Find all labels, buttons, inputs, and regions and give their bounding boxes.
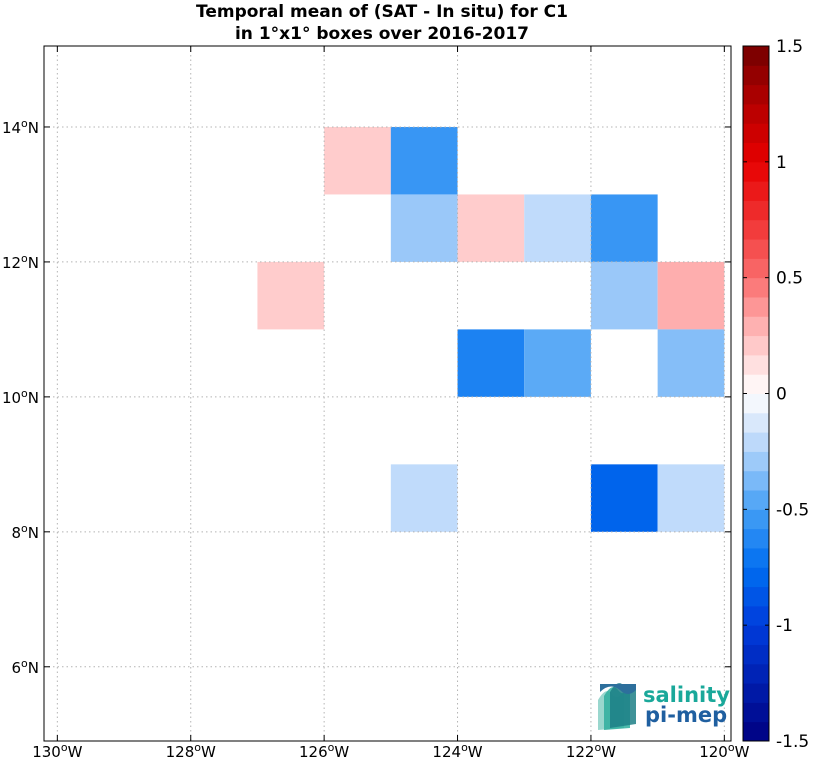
colorbar-band [743, 509, 769, 530]
colorbar-band [743, 239, 769, 259]
colorbar-tick-label: -1 [776, 616, 793, 636]
colorbar-band [743, 46, 769, 66]
x-axis-labels: 130oW 128oW 126oW 124oW 122oW 120oW [32, 741, 749, 761]
colorbar-band [743, 567, 769, 588]
colorbar-bands [743, 46, 769, 742]
colorbar-band [743, 181, 769, 201]
y-axis-labels: 6oN 8oN 10oN 12oN 14oN [2, 117, 39, 677]
heatmap-cell [390, 194, 458, 262]
colorbar-tick-label: -1.5 [776, 732, 809, 752]
x-tick-label: 128oW [166, 741, 216, 761]
colorbar-band [743, 142, 769, 163]
colorbar-band [743, 354, 769, 375]
colorbar-band [743, 219, 769, 240]
heatmap-cell [590, 464, 658, 532]
colorbar-band [743, 490, 769, 510]
colorbar-tick-label: 1.5 [776, 37, 803, 57]
heatmap-cell [590, 194, 658, 262]
heatmap-cell [390, 126, 458, 195]
heatmap-cell [657, 464, 725, 532]
colorbar-band [743, 296, 769, 317]
colorbar-tick-label: 0.5 [776, 269, 803, 289]
colorbar-band [743, 161, 769, 182]
x-tick-label: 122oW [566, 741, 616, 761]
y-tick-label: 6oN [11, 657, 39, 677]
colorbar-ticks: 1.5 1 0.5 0 -0.5 -1 -1.5 [743, 37, 809, 752]
colorbar-band [743, 84, 769, 105]
colorbar-band [743, 470, 769, 491]
colorbar-band [743, 528, 769, 549]
wave-logo-icon [598, 683, 636, 730]
logo-text-salinity: salinity [643, 683, 730, 707]
heatmap-cell [257, 261, 325, 330]
heatmap-cell [324, 126, 391, 195]
colorbar-band [743, 605, 769, 626]
grid-lines [44, 46, 731, 741]
x-tick-label: 126oW [299, 741, 349, 761]
colorbar-band [743, 663, 769, 684]
heatmap-cell [657, 329, 725, 397]
colorbar-band [743, 644, 769, 665]
heatmap-cell [524, 194, 591, 262]
x-tick-label: 130oW [32, 741, 82, 761]
colorbar-tick-label: -0.5 [776, 500, 809, 520]
y-tick-label: 12oN [2, 252, 39, 272]
colorbar-band [743, 412, 769, 433]
colorbar-band [743, 123, 769, 144]
map-plot-area [43, 45, 732, 742]
colorbar-band [743, 200, 769, 221]
colorbar-band [743, 586, 769, 607]
colorbar-tick-label: 1 [776, 153, 787, 173]
colorbar-band [743, 374, 769, 394]
x-tick-label: 120oW [699, 741, 749, 761]
colorbar-band [743, 721, 769, 742]
chart-title: Temporal mean of (SAT - In situ) for C1 [196, 2, 568, 22]
axis-ticks [44, 46, 731, 741]
colorbar-band [743, 683, 769, 703]
plot-frame [43, 45, 732, 742]
colorbar-band [743, 702, 769, 723]
colorbar: 1.5 1 0.5 0 -0.5 -1 -1.5 [742, 37, 809, 752]
y-tick-label: 10oN [2, 387, 39, 407]
heatmap-cells [257, 126, 725, 532]
colorbar-band [743, 393, 769, 414]
colorbar-band [743, 258, 769, 279]
colorbar-band [743, 335, 769, 356]
colorbar-band [743, 316, 769, 337]
chart-subtitle: in 1°x1° boxes over 2016-2017 [235, 24, 529, 44]
heatmap-cell [657, 261, 725, 330]
colorbar-band [743, 451, 769, 472]
heatmap-cell [457, 329, 525, 397]
logo-text-pi-mep: pi-mep [645, 703, 727, 727]
heatmap-cell [590, 261, 658, 330]
colorbar-band [743, 277, 769, 298]
heatmap-cell [390, 464, 458, 532]
heatmap-cell [524, 329, 591, 397]
colorbar-band [743, 432, 769, 452]
salinity-pi-mep-logo: salinity pi-mep [598, 683, 730, 730]
colorbar-band [743, 103, 769, 124]
x-tick-label: 124oW [432, 741, 482, 761]
colorbar-tick-label: 0 [776, 385, 787, 405]
heatmap-cell [457, 194, 525, 262]
colorbar-band [743, 625, 769, 645]
colorbar-band [743, 547, 769, 568]
y-tick-label: 8oN [11, 522, 39, 542]
colorbar-band [743, 65, 769, 86]
y-tick-label: 14oN [2, 117, 39, 137]
